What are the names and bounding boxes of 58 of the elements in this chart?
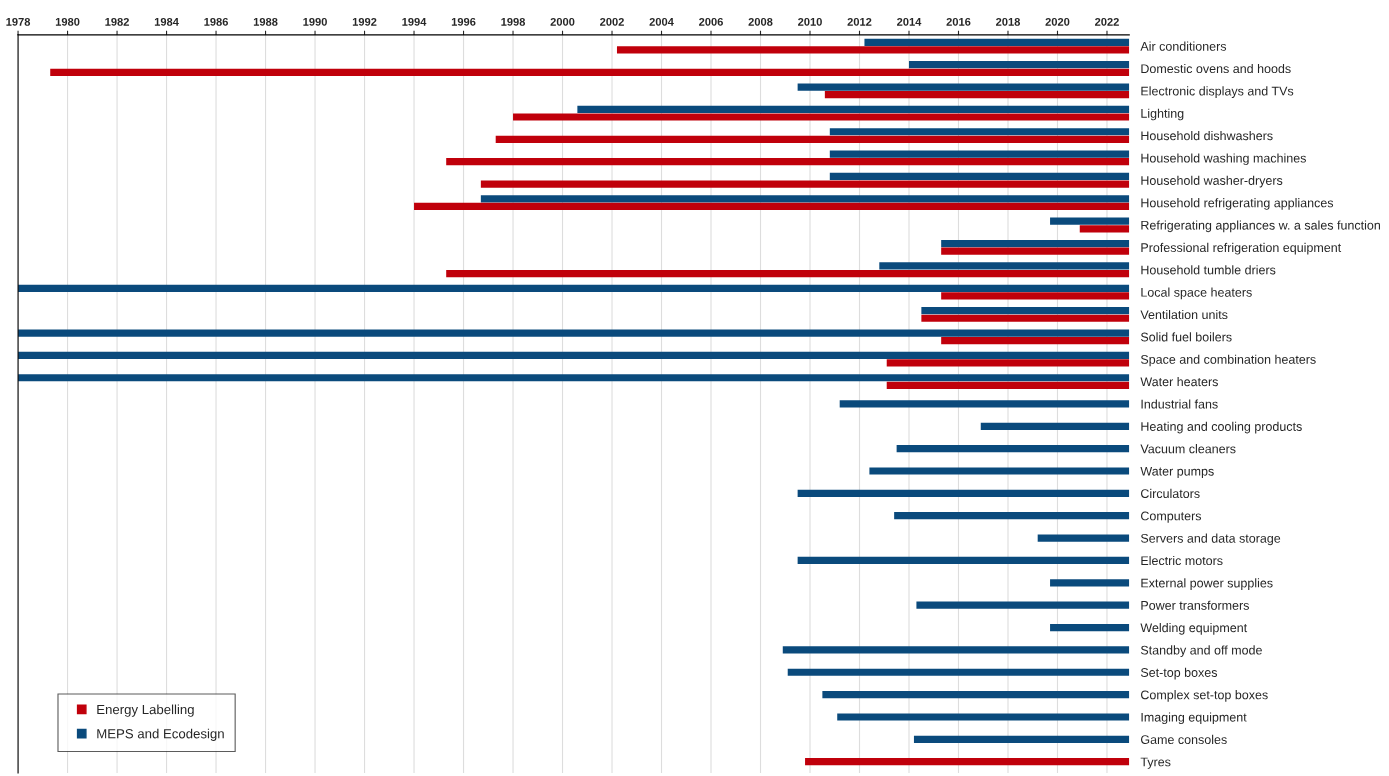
x-tick-label: 1998 bbox=[501, 17, 526, 26]
y-tick-label: Household dishwashers bbox=[1141, 131, 1273, 141]
x-tick-label: 1994 bbox=[402, 17, 427, 26]
y-tick-label: Professional refrigeration equipment bbox=[1141, 242, 1342, 255]
y-tick-label: Power transformers bbox=[1141, 600, 1249, 610]
y-tick-label: Ventilation units bbox=[1140, 309, 1228, 320]
y-tick-label: Computers bbox=[1141, 511, 1202, 523]
y-tick-label: Solid fuel boilers bbox=[1140, 332, 1232, 342]
y-tick-label: Water pumps bbox=[1140, 466, 1214, 479]
x-tick-label: 2010 bbox=[798, 17, 822, 26]
x-tick-label: 1980 bbox=[55, 17, 80, 26]
y-tick-label: Local space heaters bbox=[1141, 287, 1252, 300]
y-tick-label: External power supplies bbox=[1141, 578, 1273, 590]
x-tick-label: 1984 bbox=[154, 17, 179, 26]
x-tick-label: 2006 bbox=[699, 17, 723, 26]
y-tick-label: Complex set-top boxes bbox=[1141, 690, 1268, 702]
x-tick-label: 1988 bbox=[253, 17, 278, 26]
x-tick-label: 1996 bbox=[451, 17, 476, 26]
x-tick-label: 2014 bbox=[897, 17, 922, 26]
y-tick-label: Tyres bbox=[1140, 757, 1171, 769]
y-tick-label: Space and combination heaters bbox=[1140, 354, 1316, 367]
y-tick-label: Air conditioners bbox=[1140, 41, 1227, 51]
y-tick-label: Household washing machines bbox=[1141, 153, 1306, 166]
y-tick-label: Electric motors bbox=[1141, 555, 1223, 566]
y-tick-label: Set-top boxes bbox=[1140, 667, 1218, 680]
y-tick-label: Vacuum cleaners bbox=[1140, 444, 1236, 454]
x-tick-label: 1990 bbox=[303, 17, 327, 26]
y-tick-label: Refrigerating appliances w. a sales function bbox=[1141, 220, 1380, 233]
legend-label: MEPS and Ecodesign bbox=[97, 728, 224, 741]
y-tick-label: Circulators bbox=[1141, 488, 1200, 499]
x-tick-label: 1978 bbox=[6, 17, 31, 26]
x-tick-label: 1986 bbox=[204, 17, 228, 26]
x-tick-label: 2000 bbox=[550, 17, 575, 26]
x-tick-label: 1982 bbox=[105, 17, 129, 26]
y-tick-label: Heating and cooling products bbox=[1141, 421, 1302, 434]
legend-label: Energy Labelling bbox=[97, 704, 194, 717]
y-tick-label: Household washer-dryers bbox=[1141, 175, 1283, 188]
y-tick-label: Game consoles bbox=[1141, 734, 1227, 744]
x-tick-label: 2018 bbox=[996, 17, 1021, 26]
x-tick-label: 2022 bbox=[1095, 17, 1119, 26]
x-tick-label: 2008 bbox=[748, 17, 773, 26]
x-tick-label: 2002 bbox=[600, 17, 624, 26]
y-tick-label: Lighting bbox=[1141, 108, 1184, 121]
x-tick-label: 2012 bbox=[847, 17, 872, 26]
y-tick-label: Imaging equipment bbox=[1141, 712, 1247, 725]
y-tick-label: Domestic ovens and hoods bbox=[1141, 63, 1291, 74]
x-tick-label: 1992 bbox=[352, 17, 377, 26]
x-tick-label: 2004 bbox=[649, 17, 674, 26]
x-tick-label: 2016 bbox=[946, 17, 971, 26]
y-tick-label: Household refrigerating appliances bbox=[1141, 198, 1334, 210]
y-tick-label: Household tumble driers bbox=[1141, 265, 1276, 275]
y-tick-label: Electronic displays and TVs bbox=[1141, 86, 1294, 98]
y-tick-label: Water heaters bbox=[1140, 377, 1218, 387]
x-tick-label: 2020 bbox=[1045, 17, 1070, 26]
y-tick-label: Standby and off mode bbox=[1140, 645, 1262, 658]
y-tick-label: Welding equipment bbox=[1140, 623, 1248, 635]
y-tick-label: Industrial fans bbox=[1141, 399, 1218, 409]
y-tick-label: Servers and data storage bbox=[1140, 533, 1281, 546]
